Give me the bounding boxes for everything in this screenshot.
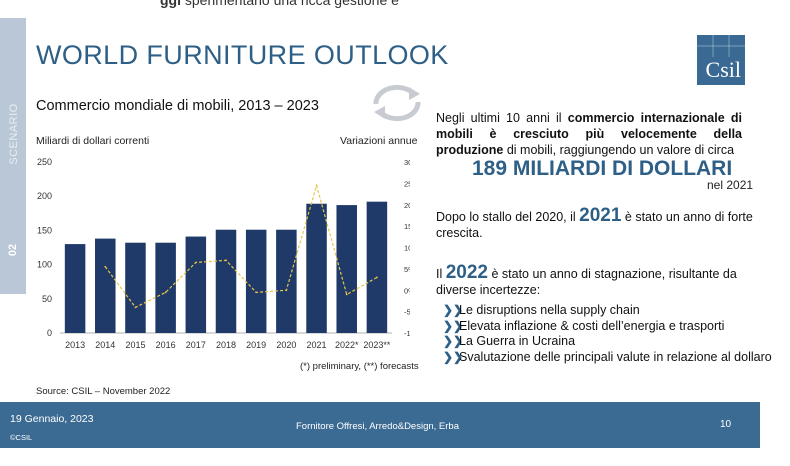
right-axis-title: Variazioni annue [340,135,418,147]
y-tick-label-right: 5% [404,265,410,274]
list-item: ❯❯ Elevata inflazione & costi dell’energi… [443,318,725,333]
y-tick-label-left: 200 [37,191,52,201]
y-tick-label-right: -5% [404,308,410,317]
highlight-year: nel 2021 [707,178,754,192]
y-tick-label-right: 30% [404,158,410,167]
growth-rate-point [315,184,318,187]
growth-rate-point [225,259,227,262]
y-tick-label-right: 0% [404,286,410,295]
y-tick-label-left: 150 [37,225,52,235]
x-tick-label: 2022* [335,340,359,350]
page-number: 10 [720,419,732,430]
chart-source: Source: CSIL – November 2022 [36,386,171,397]
chevron-right-icon: ❯❯ [443,349,464,364]
bar-2013 [64,244,86,333]
bar-2016 [155,242,176,333]
footer-bar: 19 Gennaio, 2023 ©CSIL Fornitore Offresi… [0,402,760,448]
page-title: WORLD FURNITURE OUTLOOK [36,40,449,70]
footer-date: 19 Gennaio, 2023 [10,413,94,425]
bar-2023 [366,201,388,333]
y-tick-label-right: -10% [404,329,410,338]
paragraph-2022: Il 2022 è stato un anno di stagnazione, … [436,262,737,297]
chevron-right-icon: ❯❯ [443,334,464,348]
x-tick-label: 2018 [216,340,236,350]
bar-2018 [215,229,237,333]
growth-rate-point [285,289,288,292]
list-item: ❯❯ La Guerra in Ucraina [443,334,576,348]
chevron-right-icon: ❯❯ [443,303,464,317]
bar-2019 [245,229,267,333]
top-cut-text: ggi sperimentano una ricca gestione e [160,0,399,8]
bar-2021 [306,203,327,333]
growth-rate-line [104,183,378,309]
y-tick-label-left: 0 [47,328,52,338]
x-tick-label: 2023** [363,340,391,350]
x-tick-label: 2017 [186,340,206,350]
year-2022: 2022 [445,262,489,283]
x-tick-label: 2015 [125,340,145,350]
year-2021: 2021 [579,205,622,226]
growth-rate-point [194,261,197,264]
y-tick-label-right: 20% [404,201,410,210]
y-tick-label-right: 25% [404,179,410,188]
y-tick-label-left: 100 [37,260,52,270]
chart-title: Commercio mondiale di mobili, 2013 – 202… [36,98,319,114]
bar-2015 [125,242,146,333]
bar-2014 [95,238,116,333]
chart-note: (*) preliminary, (**) forecasts [300,361,419,372]
x-tick-label: 2020 [276,340,296,350]
list-item: ❯❯ Svalutazione delle principali valute i… [443,349,772,364]
growth-rate-point [134,306,137,309]
y-tick-label-right: 15% [404,222,410,231]
growth-rate-point [255,291,258,294]
trade-chart: 0 50 100 150 200 250 -10% -5% 0% 5% 10% 15% 20% 25% 30… [37,157,410,350]
left-axis-title: Miliardi di dollari correnti [36,135,150,147]
csil-logo: Csil [697,35,745,85]
sidebar-number: 02 [7,243,19,257]
y-tick-label-right: 10% [404,244,410,253]
x-tick-label: 2013 [65,340,85,350]
paragraph-2021: Dopo lo stallo del 2020, il 2021 è stato… [436,205,753,240]
logo-grid-icon [697,35,745,57]
bar-2022 [336,205,357,333]
section-sidebar: SCENARIO 02 [0,18,26,294]
chevron-right-icon: ❯❯ [443,318,464,333]
x-tick-label: 2021 [307,340,327,350]
growth-rate-point [104,265,107,268]
intro-paragraph: Negli ultimi 10 anni il commercio intern… [436,111,742,157]
uncertainty-list: ❯❯ Le disruptions nella supply chain ❯❯ El… [443,303,772,365]
growth-rate-point [376,276,378,279]
footer-event: Fornitore Offresi, Arredo&Design, Erba [296,421,459,432]
bar-2020 [276,229,297,333]
y-tick-label-left: 50 [42,294,52,304]
x-tick-label: 2019 [246,340,266,350]
x-tick-label: 2014 [95,340,115,350]
list-item: ❯❯ Le disruptions nella supply chain [443,303,640,317]
bar-2017 [185,236,207,333]
logo-text: Csil [705,57,741,82]
refresh-arrows-icon [373,84,421,122]
footer-copyright: ©CSIL [10,433,33,442]
x-tick-label: 2016 [156,340,176,350]
y-tick-label-left: 250 [37,157,52,167]
highlight-value: 189 MILIARDI DI DOLLARI [472,157,733,180]
growth-rate-point [345,293,348,296]
sidebar-label: SCENARIO [8,103,20,165]
growth-rate-point [164,291,167,294]
